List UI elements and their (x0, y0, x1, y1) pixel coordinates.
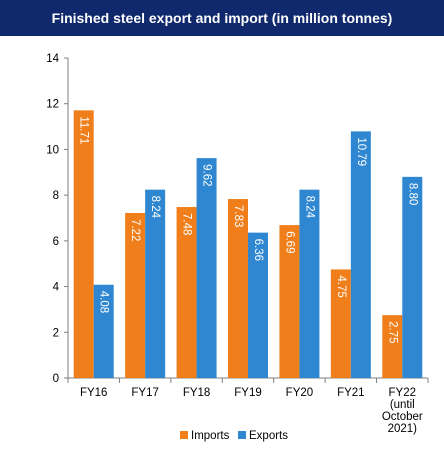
chart-title-bar: Finished steel export and import (in mil… (0, 0, 444, 36)
chart-title: Finished steel export and import (in mil… (51, 10, 393, 26)
y-tick-label: 2 (53, 327, 59, 339)
x-category-label: FY17 (131, 387, 159, 399)
y-tick-label: 10 (46, 144, 59, 156)
legend-imports-swatch (180, 431, 188, 439)
x-category-label: FY19 (234, 387, 262, 399)
imports-bar (228, 199, 248, 378)
exports-bar (145, 189, 166, 378)
exports-data-label: 10.79 (355, 137, 367, 166)
y-tick-label: 8 (53, 190, 59, 202)
y-tick-label: 6 (53, 236, 59, 248)
imports-bar (382, 315, 403, 378)
imports-data-label: 6.69 (283, 231, 295, 253)
imports-data-label: 4.75 (335, 275, 347, 297)
exports-bar (93, 284, 114, 378)
exports-data-label: 8.80 (406, 183, 418, 205)
exports-data-label: 9.62 (201, 164, 213, 186)
exports-data-label: 6.36 (252, 239, 264, 261)
x-category-label: FY20 (286, 387, 314, 399)
imports-bar (330, 269, 351, 378)
y-tick-label: 0 (53, 373, 59, 385)
exports-data-label: 8.24 (149, 196, 161, 219)
exports-bar (248, 232, 268, 378)
legend-imports-label: Imports (191, 430, 230, 442)
x-category-label: FY22 (until October 2021) (382, 387, 423, 435)
x-category-label: FY16 (80, 387, 108, 399)
exports-data-label: 4.08 (98, 291, 110, 313)
imports-data-label: 2.75 (386, 321, 398, 343)
imports-bar (73, 110, 94, 378)
exports-bar (299, 189, 320, 378)
y-tick-label: 4 (53, 282, 60, 294)
imports-data-label: 11.71 (78, 116, 90, 144)
imports-data-label: 7.83 (232, 205, 244, 227)
y-tick-label: 14 (46, 53, 59, 65)
exports-data-label: 8.24 (303, 196, 315, 219)
legend-exports-swatch (238, 431, 246, 439)
imports-data-label: 7.48 (181, 213, 193, 235)
exports-bar (196, 158, 217, 378)
imports-bar (176, 207, 197, 378)
imports-bar (125, 212, 146, 378)
legend-exports-label: Exports (249, 430, 288, 442)
x-category-label: FY21 (337, 387, 365, 399)
bar-chart: 0 2 4 6 8 10 12 14 FY16 11.71 4.08 FY17 7.22 8.24 FY18… (46, 53, 429, 442)
x-category-label: FY18 (183, 387, 211, 399)
imports-data-label: 7.22 (129, 219, 141, 241)
y-tick-label: 12 (46, 99, 59, 111)
exports-bar (402, 176, 423, 378)
imports-bar (279, 225, 300, 378)
exports-bar (350, 131, 371, 378)
